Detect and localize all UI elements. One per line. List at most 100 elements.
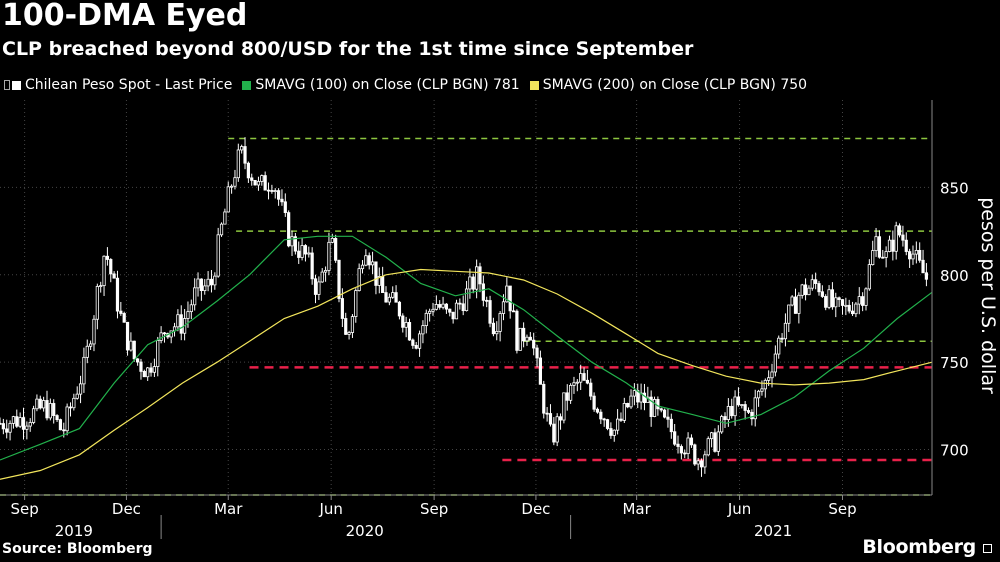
price-candle-body: [38, 398, 42, 409]
price-candle-body: [760, 388, 764, 392]
price-candle-body: [109, 259, 113, 275]
price-candle-body: [95, 286, 99, 320]
price-candle-body: [656, 398, 660, 410]
legend-swatch-sma100: [242, 80, 252, 90]
price-candle-body: [485, 299, 489, 302]
chart-subtitle: CLP breached beyond 800/USD for the 1st …: [2, 38, 694, 60]
price-candle-body: [223, 211, 227, 225]
price-candle-body: [572, 382, 576, 386]
price-candle-body: [746, 410, 751, 413]
price-candle-body: [330, 238, 334, 243]
price-candle-body: [629, 395, 633, 408]
price-candle-body: [21, 417, 26, 430]
x-tick-label: Jun: [318, 500, 342, 518]
price-candle-body: [545, 412, 549, 415]
price-candle-body: [407, 322, 412, 341]
price-candle-body: [276, 190, 281, 200]
price-candle-body: [240, 146, 244, 151]
price-candle-body: [313, 278, 318, 295]
price-candle-body: [696, 460, 700, 465]
y-tick-label: 700: [940, 442, 969, 460]
price-candle-body: [162, 332, 167, 335]
price-candle-body: [867, 264, 871, 290]
price-candle-body: [642, 392, 647, 404]
bloomberg-logo: Bloomberg: [862, 536, 976, 558]
price-candle-body: [246, 162, 250, 179]
price-candle-body: [850, 310, 855, 315]
price-candle-body: [807, 287, 811, 296]
source-note: Source: Bloomberg: [2, 541, 153, 557]
price-candle-body: [558, 416, 563, 421]
price-candle-body: [303, 245, 308, 255]
price-candle-body: [186, 311, 190, 319]
price-candle-body: [619, 418, 623, 421]
price-candle-body: [854, 303, 858, 315]
price-candle-body: [438, 304, 442, 308]
price-candle-body: [575, 381, 579, 384]
price-candle-body: [250, 177, 254, 181]
price-candle-body: [827, 289, 831, 308]
price-candle-body: [99, 285, 103, 287]
price-candle-body: [136, 358, 140, 363]
price-candle-body: [599, 411, 603, 420]
price-candle-body: [723, 416, 727, 421]
price-candle-body: [605, 419, 610, 429]
price-candle-body: [428, 310, 432, 314]
price-candle-body: [196, 278, 200, 289]
price-candle-body: [595, 408, 600, 413]
price-candle-body: [25, 425, 29, 430]
price-candle-body: [706, 438, 710, 456]
price-candle-body: [394, 292, 398, 303]
legend-label-spot: Chilean Peso Spot - Last Price: [25, 77, 233, 93]
price-candle-body: [323, 270, 328, 273]
price-candle-body: [555, 416, 559, 443]
price-candle-body: [847, 304, 851, 312]
price-candle-body: [374, 261, 378, 286]
x-tick-label: Sep: [828, 500, 856, 518]
price-candle-body: [454, 302, 459, 320]
price-candle-body: [125, 321, 130, 351]
price-candle-body: [149, 367, 153, 373]
price-candle-body: [441, 303, 445, 308]
price-candle-body: [11, 416, 16, 424]
price-candle-body: [236, 149, 240, 179]
price-candle-body: [793, 296, 798, 314]
price-candle-body: [726, 406, 730, 421]
price-candle-body: [203, 285, 207, 291]
price-candle-body: [193, 287, 197, 306]
price-candle-body: [411, 339, 415, 346]
x-tick-label: Sep: [10, 500, 38, 518]
price-candle-body: [790, 296, 794, 306]
price-candle-body: [884, 251, 888, 258]
price-candle-body: [783, 322, 788, 340]
price-candle-body: [421, 325, 425, 335]
legend-swatch-sma200: [529, 80, 539, 90]
price-candle-body: [767, 377, 771, 381]
price-candle-body: [528, 336, 532, 341]
price-candle-body: [334, 238, 338, 261]
price-candle-body: [8, 422, 12, 433]
price-candle-body: [387, 296, 391, 303]
price-candle-body: [743, 404, 747, 411]
price-candle-body: [525, 336, 529, 342]
price-candle-body: [891, 239, 895, 252]
price-candle-body: [552, 423, 556, 443]
price-candle-body: [256, 181, 261, 186]
price-candle-body: [464, 288, 469, 312]
price-candle-body: [609, 428, 613, 436]
price-candle-body: [532, 339, 536, 349]
x-tick-label: Mar: [214, 500, 243, 518]
year-label: 2020: [346, 522, 384, 540]
price-candle-body: [35, 398, 39, 410]
price-candle-body: [89, 343, 93, 347]
price-candle-body: [773, 353, 777, 373]
price-candle-body: [582, 373, 586, 381]
price-candle-body: [263, 175, 267, 191]
price-candle-body: [159, 332, 163, 341]
price-candle-body: [616, 418, 620, 431]
price-candle-body: [344, 318, 348, 335]
price-candle-body: [156, 340, 160, 367]
price-candle-body: [209, 278, 214, 286]
price-candle-body: [350, 316, 355, 333]
